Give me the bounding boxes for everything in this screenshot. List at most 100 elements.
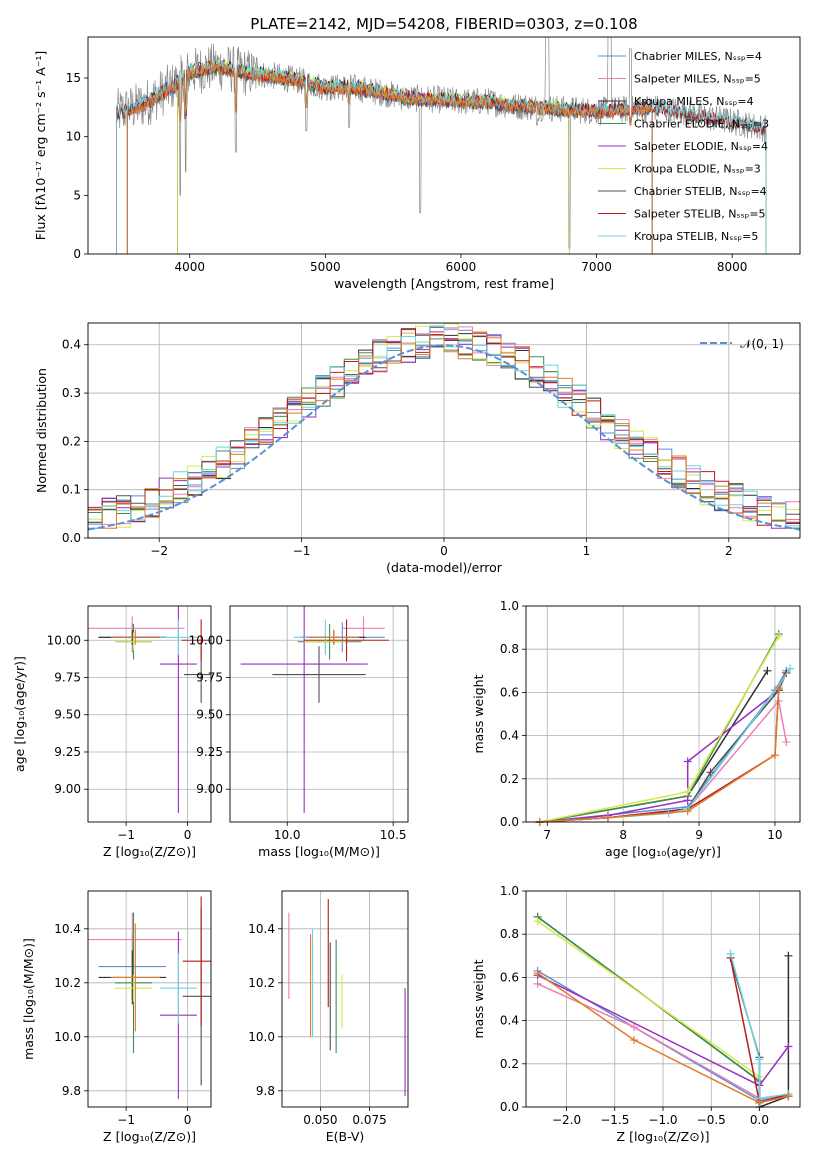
y-tick-label: 0.0 xyxy=(500,815,519,829)
x-tick-label: 0.0 xyxy=(750,1113,769,1127)
mass-weight-marker xyxy=(683,787,692,796)
x-tick-label: 5000 xyxy=(310,260,341,274)
y-tick-label: 0.8 xyxy=(500,642,519,656)
y-tick-label: 1.0 xyxy=(500,599,519,613)
legend-label: Salpeter STELIB, Nₛₛₚ=5 xyxy=(634,208,766,221)
age-vs-mass-panel: 10.0 10.5 9.00 9.25 9.50 9.75 10.00 mass [log₁₀… xyxy=(189,605,409,859)
x-tick-label: −2.0 xyxy=(552,1113,581,1127)
axes-frame xyxy=(281,890,409,1108)
y-tick-label: 10.0 xyxy=(54,1030,81,1044)
y-tick-label: 10.2 xyxy=(54,976,81,990)
legend-label: Kroupa MILES, Nₛₛₚ=4 xyxy=(634,95,754,108)
x-axis-label: wavelength [Angstrom, rest frame] xyxy=(334,276,554,291)
x-tick-label: 9 xyxy=(695,828,703,842)
x-tick-label: −1.0 xyxy=(648,1113,677,1127)
x-tick-label: 7 xyxy=(543,828,551,842)
y-tick-label: 5 xyxy=(73,188,81,202)
y-tick-label: 0.2 xyxy=(62,434,81,448)
x-tick-label: 1 xyxy=(583,544,591,558)
x-tick-label: 0.075 xyxy=(352,1113,386,1127)
y-tick-label: 10 xyxy=(66,130,81,144)
x-tick-label: −1 xyxy=(117,1113,135,1127)
x-axis-label: Z [log₁₀(Z/Z⊙)] xyxy=(103,844,196,859)
y-tick-label: 10.0 xyxy=(248,1030,275,1044)
y-tick-label: 0.2 xyxy=(500,1057,519,1071)
axes-frame xyxy=(87,605,212,823)
y-tick-label: 0 xyxy=(73,247,81,261)
y-tick-label: 0.8 xyxy=(500,927,519,941)
normal-distribution-curve xyxy=(88,344,800,531)
mass-weight-marker xyxy=(533,979,542,988)
x-axis-label: mass [log₁₀(M/M⊙)] xyxy=(258,844,380,859)
mass-weight-marker xyxy=(784,1042,793,1051)
y-tick-label: 0.4 xyxy=(500,1014,519,1028)
legend-label: Chabrier STELIB, Nₛₛₚ=4 xyxy=(634,185,767,198)
mass-weight-marker xyxy=(786,664,795,673)
legend-label: Chabrier MILES, Nₛₛₚ=4 xyxy=(634,50,762,63)
y-tick-label: 0.4 xyxy=(62,338,81,352)
legend-label: Salpeter MILES, Nₛₛₚ=5 xyxy=(634,73,761,86)
y-tick-label: 0.0 xyxy=(62,531,81,545)
mass-weight-vs-metallicity-panel: −2.0 −1.5 −1.0 −0.5 0.0 0.0 0.2 0.4 0.6 0.8 1.0 Z [… xyxy=(471,884,801,1144)
y-tick-label: 0.1 xyxy=(62,483,81,497)
x-tick-label: 0 xyxy=(184,1113,192,1127)
residual-histogram-step xyxy=(88,331,800,529)
mass-weight-marker xyxy=(533,969,542,978)
y-axis-label: Flux [fλ10⁻¹⁷ erg cm⁻² s⁻¹ A⁻¹] xyxy=(33,51,48,240)
x-tick-label: 4000 xyxy=(174,260,205,274)
legend-label: 𝒩(0, 1) xyxy=(740,337,784,351)
y-axis-label: mass weight xyxy=(471,674,486,753)
legend-label: Kroupa STELIB, Nₛₛₚ=5 xyxy=(634,230,758,243)
mass-weight-marker xyxy=(755,1098,764,1107)
x-axis-label: age [log₁₀(age/yr)] xyxy=(605,844,721,859)
figure-title: PLATE=2142, MJD=54208, FIBERID=0303, z=0… xyxy=(250,15,637,33)
mass-weight-marker xyxy=(774,684,783,693)
axes-frame xyxy=(87,36,801,255)
x-tick-label: 0 xyxy=(184,828,192,842)
mass-weight-marker xyxy=(770,751,779,760)
mass-weight-marker xyxy=(784,951,793,960)
legend-label: Salpeter ELODIE, Nₛₛₚ=4 xyxy=(634,140,768,153)
y-tick-label: 0.3 xyxy=(62,386,81,400)
x-tick-label: 0.050 xyxy=(303,1113,337,1127)
mass-weight-marker xyxy=(763,666,772,675)
mass-weight-marker xyxy=(774,632,783,641)
model-spectrum-line xyxy=(126,63,653,254)
mass-weight-marker xyxy=(706,768,715,777)
y-tick-label: 10.00 xyxy=(189,633,223,647)
residual-histogram-panel: −2 −1 0 1 2 0.0 0.1 0.2 0.3 0.4 (data-model)/error… xyxy=(34,322,801,575)
x-axis-label: Z [log₁₀(Z/Z⊙)] xyxy=(103,1129,196,1144)
y-tick-label: 10.4 xyxy=(54,922,81,936)
y-tick-label: 9.75 xyxy=(196,671,223,685)
x-tick-label: −0.5 xyxy=(697,1113,726,1127)
y-tick-label: 9.25 xyxy=(54,745,81,759)
y-tick-label: 9.50 xyxy=(196,708,223,722)
mass-weight-marker xyxy=(784,1092,793,1101)
y-tick-label: 9.8 xyxy=(62,1084,81,1098)
axes-frame xyxy=(87,890,212,1108)
y-tick-label: 9.00 xyxy=(54,782,81,796)
x-tick-label: −1.5 xyxy=(600,1113,629,1127)
x-tick-label: 7000 xyxy=(581,260,612,274)
mass-weight-marker xyxy=(755,1055,764,1064)
y-tick-label: 0.4 xyxy=(500,729,519,743)
spectrum-panel: 4000 5000 6000 7000 8000 0 5 10 15 wavelength [An… xyxy=(33,36,801,291)
y-axis-label: age [log₁₀(age/yr)] xyxy=(12,656,27,772)
x-tick-label: 2 xyxy=(725,544,733,558)
axes-frame xyxy=(525,605,801,823)
mass-weight-line xyxy=(537,983,789,1100)
axes-frame xyxy=(525,890,801,1108)
axes-frame xyxy=(229,605,409,823)
mass-weight-line xyxy=(729,953,789,1100)
y-tick-label: 0.6 xyxy=(500,685,519,699)
y-tick-label: 9.75 xyxy=(54,671,81,685)
mass-weight-marker xyxy=(603,813,612,822)
y-tick-label: 0.2 xyxy=(500,772,519,786)
y-tick-label: 9.8 xyxy=(256,1084,275,1098)
mass-weight-line xyxy=(537,920,760,1078)
y-tick-label: 10.00 xyxy=(47,633,81,647)
x-axis-label: (data-model)/error xyxy=(386,560,503,575)
age-vs-metallicity-panel: −1 0 9.00 9.25 9.50 9.75 10.00 Z [log₁₀(Z/Z⊙)] a… xyxy=(12,605,212,859)
model-spectrum-line xyxy=(116,59,767,254)
